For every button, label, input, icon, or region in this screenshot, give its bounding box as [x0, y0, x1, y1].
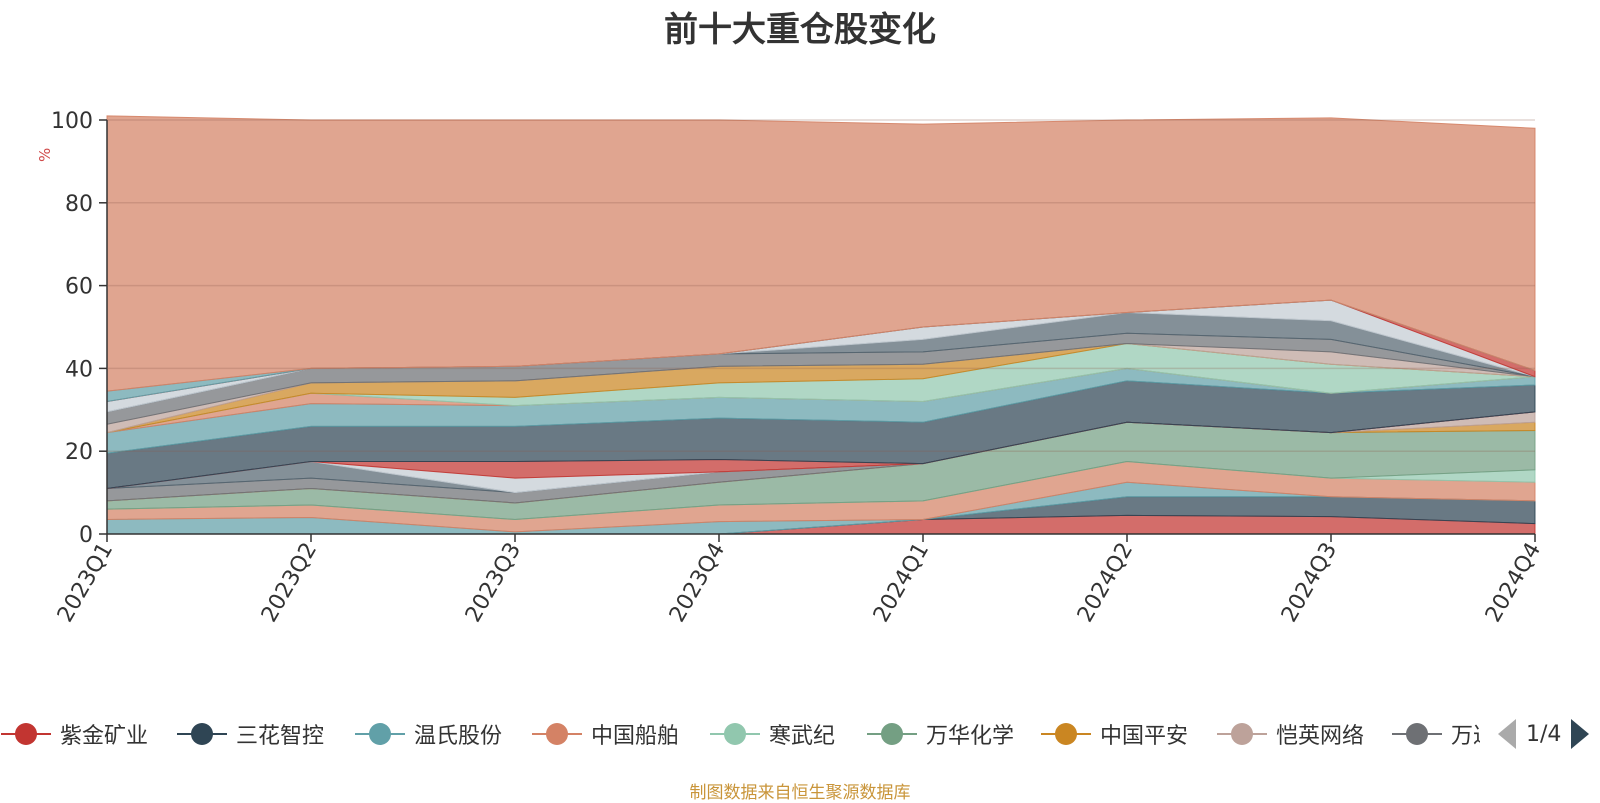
y-tick-label: 100 — [51, 109, 93, 134]
legend-marker-icon — [532, 723, 582, 745]
y-axis-unit-label: % — [36, 148, 54, 162]
x-tick-label: 2023Q1 — [53, 539, 118, 627]
area-layer — [106, 115, 1536, 535]
legend-prev-page-button[interactable] — [1498, 719, 1516, 749]
legend-item[interactable]: 万华化学 — [866, 710, 1014, 758]
legend-label: 寒武纪 — [769, 724, 836, 749]
legend-next-page-button[interactable] — [1571, 719, 1590, 749]
legend-item[interactable]: 中国船舶 — [531, 710, 679, 758]
legend-marker-icon — [177, 723, 227, 745]
legend-item[interactable]: 温氏股份 — [354, 710, 502, 758]
y-tick-label: 0 — [79, 523, 93, 548]
legend-marker-icon — [867, 723, 917, 745]
legend-item[interactable]: 恺英网络 — [1216, 710, 1364, 758]
x-tick-label: 2023Q2 — [257, 539, 322, 627]
legend-item[interactable]: 中国平安 — [1040, 710, 1188, 758]
legend-marker-icon — [355, 723, 405, 745]
x-tick-label: 2024Q1 — [869, 539, 934, 627]
legend-page-indicator: 1/4 — [1526, 721, 1562, 747]
y-tick-label: 60 — [65, 275, 93, 300]
legend-item[interactable]: 万达 — [1391, 710, 1480, 758]
x-tick-label: 2024Q3 — [1277, 539, 1342, 627]
legend-pager: 1/4 — [1498, 710, 1600, 758]
grid-layer — [107, 119, 1535, 452]
data-source-note: 制图数据来自恒生聚源数据库 — [689, 783, 911, 803]
legend-label: 三花智控 — [236, 724, 325, 749]
legend-label: 中国船舶 — [591, 724, 680, 749]
legend-label: 恺英网络 — [1276, 724, 1365, 749]
stacked-area-chart: 0 20 40 60 80 100 2023Q1 2023Q2 2023Q3 2023Q4 2024… — [36, 109, 1546, 627]
legend: 紫金矿业 三花智控 温氏股份 中国船舶 寒武纪 万华化学 中国平安 恺英网络 万达 — [0, 710, 1480, 758]
legend-marker-icon — [710, 723, 760, 745]
legend-label: 紫金矿业 — [60, 724, 149, 749]
legend-marker-icon — [1041, 723, 1091, 745]
legend-label: 中国平安 — [1100, 724, 1189, 749]
y-tick-label: 40 — [65, 357, 93, 382]
legend-label: 万达 — [1451, 724, 1480, 749]
legend-item[interactable]: 三花智控 — [176, 710, 324, 758]
legend-item[interactable]: 紫金矿业 — [0, 710, 148, 758]
legend-marker-icon — [1217, 723, 1267, 745]
legend-label: 万华化学 — [926, 724, 1015, 749]
x-tick-label: 2023Q3 — [461, 539, 526, 627]
y-tick-label: 20 — [65, 440, 93, 465]
legend-item[interactable]: 寒武纪 — [709, 710, 835, 758]
area-series-24 — [106, 115, 1536, 392]
x-tick-label: 2023Q4 — [665, 539, 730, 627]
y-tick-label: 80 — [65, 192, 93, 217]
x-tick-label: 2024Q4 — [1481, 539, 1546, 627]
chart-title: 前十大重仓股变化 — [664, 10, 936, 50]
legend-marker-icon — [1, 723, 51, 745]
x-tick-label: 2024Q2 — [1073, 539, 1138, 627]
legend-marker-icon — [1392, 723, 1442, 745]
legend-label: 温氏股份 — [414, 724, 503, 749]
